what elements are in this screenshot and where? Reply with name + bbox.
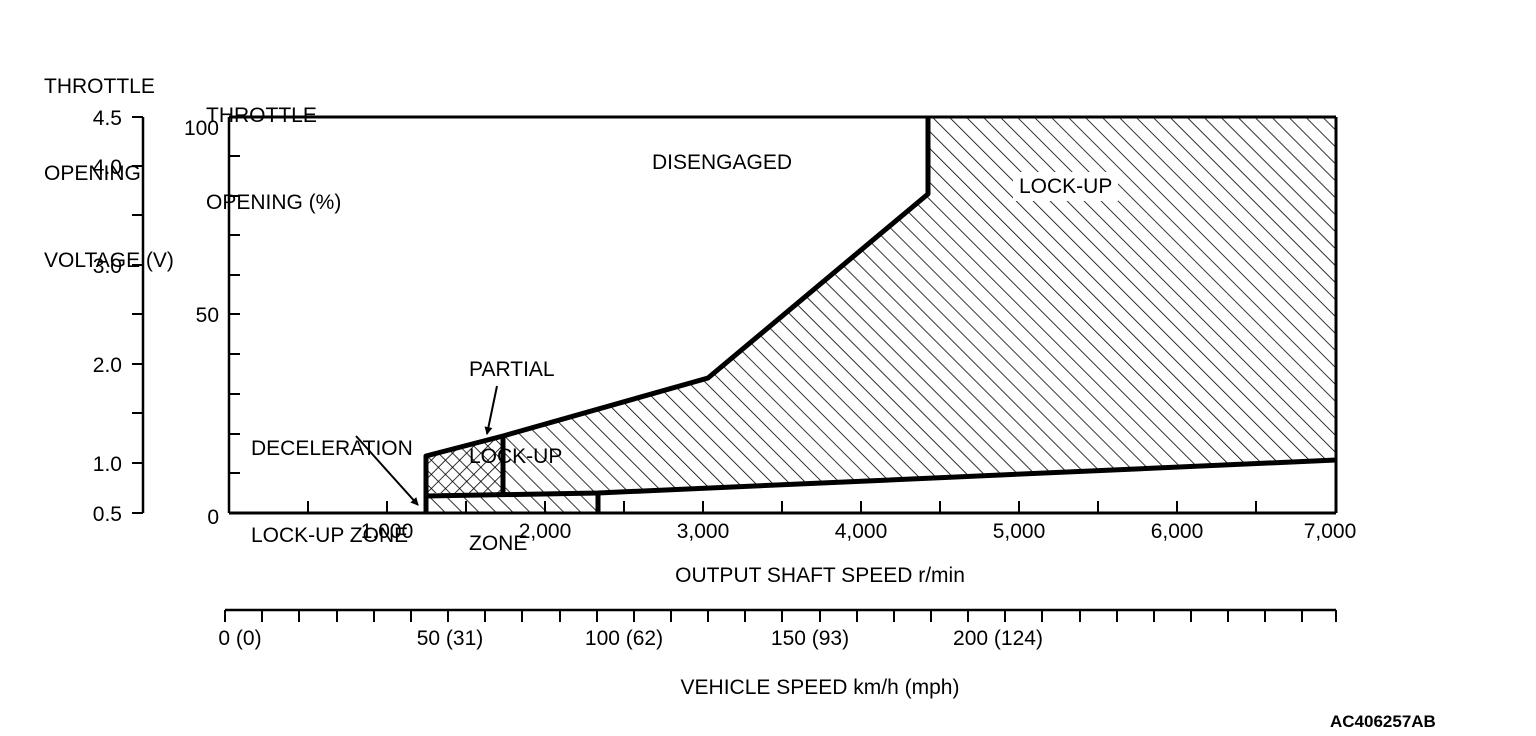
shaft-speed-tick-label: 2,000	[519, 520, 572, 543]
voltage-tick-label: 4.5	[93, 107, 122, 130]
vehicle-speed-tick-label: 0 (0)	[218, 627, 261, 650]
shaft-speed-tick-label: 7,000	[1304, 520, 1357, 543]
shaft-speed-tick-label: 1,000	[361, 520, 414, 543]
voltage-tick-label: 2.0	[93, 354, 122, 377]
shaft-speed-tick-labels: 1,000 2,000 3,000 4,000 5,000 6,000 7,00…	[361, 520, 1357, 543]
shaft-speed-tick-label: 4,000	[835, 520, 888, 543]
voltage-tick-label: 4.0	[93, 156, 122, 179]
zone-boundaries	[423, 117, 1337, 513]
shaft-speed-tick-label: 6,000	[1151, 520, 1204, 543]
vehicle-speed-tick-label: 100 (62)	[585, 627, 663, 650]
opening-tick-label: 100	[184, 117, 219, 140]
shaft-speed-axis-ticks	[307, 501, 1257, 513]
partial-lockup-label: PARTIAL LOCK-UP ZONE	[469, 297, 562, 587]
partial-lockup-region	[426, 436, 503, 493]
voltage-axis-title-line: VOLTAGE (V)	[44, 249, 174, 272]
deceleration-zone-arrow	[355, 435, 419, 506]
lockup-label: LOCK-UP	[1013, 172, 1119, 201]
figure-id: AC406257AB	[1330, 712, 1436, 731]
deceleration-lockup-region	[426, 493, 598, 513]
opening-axis-ticks	[229, 116, 240, 474]
deceleration-lockup-label-line: LOCK-UP ZONE	[251, 524, 409, 547]
vehicle-speed-tick-label: 50 (31)	[417, 627, 484, 650]
voltage-tick-label: 1.0	[93, 453, 122, 476]
voltage-axis-title-line: THROTTLE	[44, 75, 155, 98]
voltage-tick-label: 3.0	[93, 255, 122, 278]
partial-lockup-label-line: ZONE	[469, 532, 528, 555]
voltage-tick-labels: 4.5 4.0 3.0 2.0 1.0 0.5	[93, 107, 122, 526]
voltage-tick-label: 0.5	[93, 503, 122, 526]
opening-tick-label: 0	[207, 506, 219, 529]
voltage-axis-title: THROTTLE OPENING VOLTAGE (V)	[44, 14, 174, 304]
lockup-region	[503, 117, 1336, 493]
deceleration-lockup-label-line: DECELERATION	[251, 437, 413, 460]
voltage-axis-title-line: OPENING	[44, 162, 141, 185]
vehicle-speed-tick-label: 150 (93)	[771, 627, 849, 650]
shaft-speed-tick-label: 3,000	[677, 520, 730, 543]
disengaged-label: DISENGAGED	[652, 151, 793, 174]
opening-tick-labels: 100 50 0	[184, 117, 219, 529]
partial-lockup-label-line: LOCK-UP	[469, 445, 563, 468]
vehicle-speed-tick-label: 200 (124)	[953, 627, 1043, 650]
shaft-speed-tick-label: 5,000	[993, 520, 1046, 543]
vehicle-speed-axis-title: VEHICLE SPEED km/h (mph)	[681, 676, 960, 699]
opening-tick-label: 50	[196, 304, 219, 327]
voltage-axis-ticks	[132, 116, 143, 514]
vehicle-speed-axis	[224, 608, 1337, 622]
partial-lockup-label-line: PARTIAL	[469, 358, 555, 381]
deceleration-lockup-label: DECELERATION LOCK-UP ZONE	[251, 376, 413, 579]
partial-zone-arrow	[484, 385, 498, 435]
vehicle-speed-tick-labels: 0 (0) 50 (31) 100 (62) 150 (93) 200 (124…	[218, 627, 1043, 650]
shaft-speed-axis-title: OUTPUT SHAFT SPEED r/min	[675, 564, 965, 587]
